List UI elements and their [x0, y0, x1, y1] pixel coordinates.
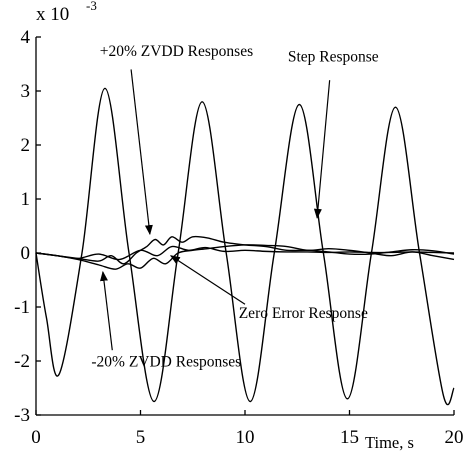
annotation-arrow-plus20 [130, 69, 153, 236]
x-tick-label: 5 [136, 427, 146, 448]
x-tick-label: 20 [445, 427, 464, 448]
annotation-layer: +20% ZVDD Responses Step Response Zero Err… [91, 43, 379, 370]
y-tick-label: 0 [21, 243, 31, 264]
series-layer [35, 87, 455, 406]
y-tick-label: 2 [21, 135, 31, 156]
y-exponent-power: -3 [86, 0, 97, 13]
series-line-zvdd_minus20 [35, 244, 455, 270]
series-line-zero_error [35, 245, 455, 261]
annotation-label-step: Step Response [288, 48, 379, 65]
x-axis-label: Time, s [365, 433, 414, 452]
series-line-zvdd_plus20 [35, 235, 455, 265]
x-tick-label: 15 [340, 427, 359, 448]
y-exponent-label: x 10 [36, 4, 69, 25]
annotation-arrow-zero [169, 255, 246, 305]
annotation-arrow-step [313, 80, 331, 219]
y-tick-label: 3 [21, 81, 31, 102]
series-line-step [35, 87, 455, 406]
annotation-label-minus20: -20% ZVDD Responses [91, 353, 241, 370]
y-tick-label: 4 [21, 27, 31, 48]
y-tick-label: -3 [14, 405, 30, 426]
annotation-label-plus20: +20% ZVDD Responses [100, 43, 253, 60]
y-tick-label: 1 [21, 189, 31, 210]
y-tick-label: -2 [14, 351, 30, 372]
annotation-label-zero: Zero Error Response [239, 305, 368, 322]
annotation-arrow-minus20 [99, 270, 113, 351]
x-tick-label: 10 [236, 427, 255, 448]
label-layer: x 10 -3 Time, s [36, 0, 414, 452]
x-tick-label: 0 [31, 427, 41, 448]
y-tick-label: -1 [14, 297, 30, 318]
